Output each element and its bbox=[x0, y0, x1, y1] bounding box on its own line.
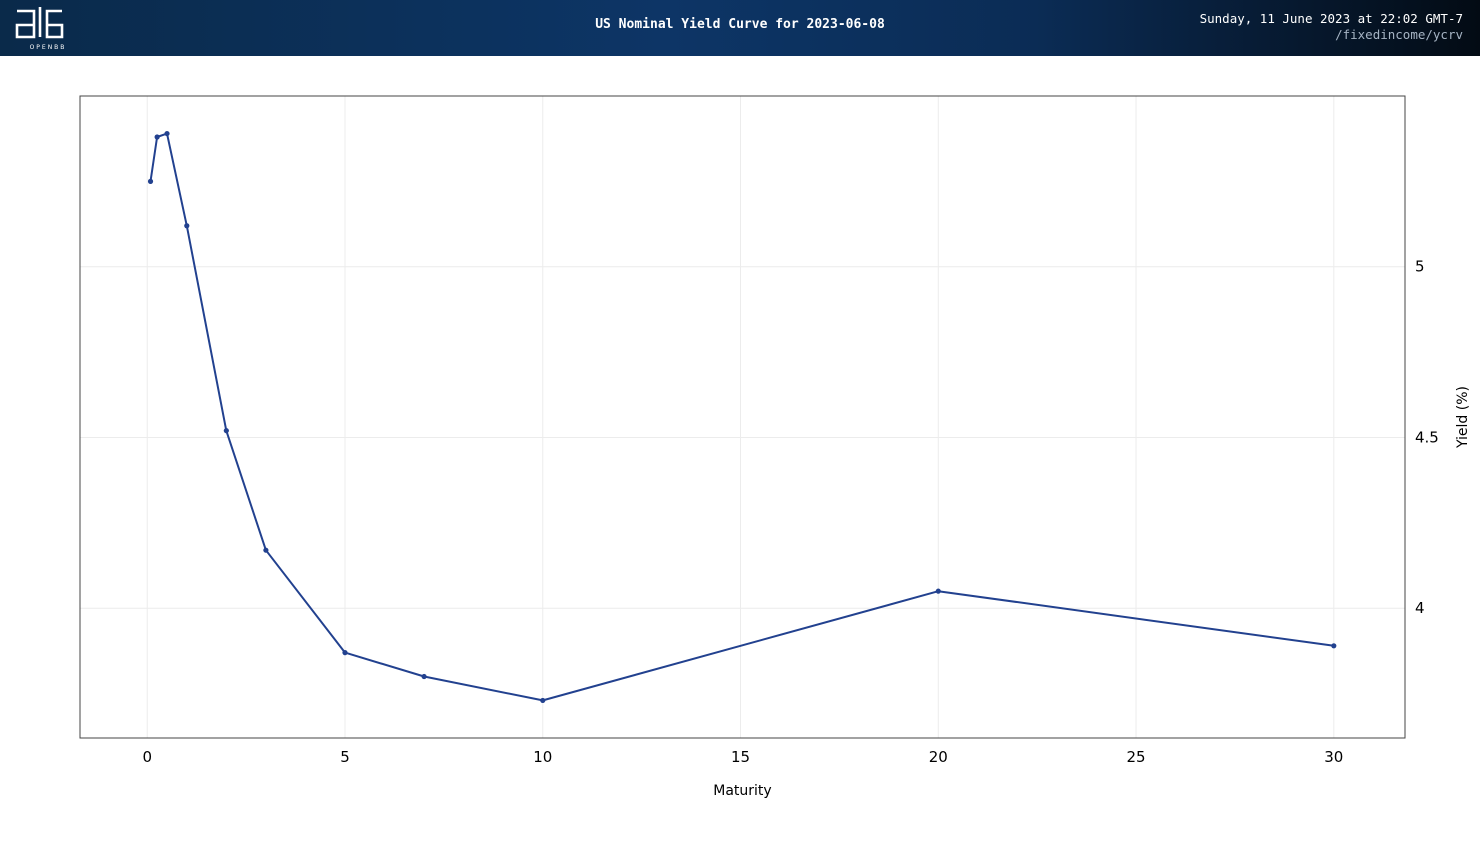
plot-frame bbox=[79, 95, 1406, 739]
x-axis-title: Maturity bbox=[713, 783, 771, 799]
header-bar: OPENBB US Nominal Yield Curve for 2023-0… bbox=[0, 0, 1480, 56]
timestamp: Sunday, 11 June 2023 at 22:02 GMT-7 bbox=[1199, 11, 1463, 26]
x-tick-label: 0 bbox=[142, 748, 152, 766]
chart-title: US Nominal Yield Curve for 2023-06-08 bbox=[595, 17, 885, 32]
y-tick-label: 5 bbox=[1415, 258, 1425, 276]
y-tick-label: 4 bbox=[1415, 599, 1425, 617]
data-point bbox=[421, 673, 427, 680]
grid-lines bbox=[80, 96, 1405, 738]
data-point bbox=[263, 547, 269, 553]
logo-text: OPENBB bbox=[30, 44, 67, 51]
y-axis-title: Yield (%) bbox=[1455, 386, 1471, 449]
y-tick-label: 4.5 bbox=[1415, 428, 1439, 446]
data-point bbox=[154, 134, 160, 140]
openbb-logo-icon: OPENBB bbox=[15, 7, 67, 51]
data-point bbox=[223, 428, 229, 434]
data-point bbox=[184, 223, 190, 229]
data-point bbox=[342, 650, 348, 656]
data-point bbox=[540, 697, 546, 704]
data-point bbox=[1331, 643, 1337, 649]
tick-labels: 0 5 10 15 20 25 30 4 4.5 5 bbox=[142, 258, 1438, 766]
data-point bbox=[164, 130, 170, 137]
x-tick-label: 25 bbox=[1126, 748, 1145, 766]
x-tick-label: 30 bbox=[1324, 748, 1343, 766]
x-tick-label: 10 bbox=[533, 748, 552, 766]
x-tick-label: 15 bbox=[731, 748, 750, 766]
command-path: /fixedincome/ycrv bbox=[1335, 27, 1463, 42]
series-layer bbox=[147, 130, 1337, 704]
series-line bbox=[149, 132, 1334, 702]
x-tick-label: 5 bbox=[340, 748, 350, 766]
x-tick-label: 20 bbox=[929, 748, 948, 766]
data-point bbox=[147, 178, 154, 184]
data-point bbox=[935, 588, 941, 594]
